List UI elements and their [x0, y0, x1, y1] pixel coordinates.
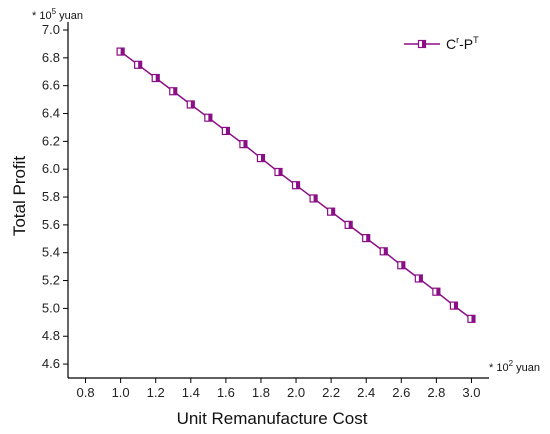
axes — [67, 22, 489, 379]
x-tick-label: 2.0 — [287, 385, 305, 400]
x-tick-label: 0.8 — [77, 385, 95, 400]
data-point — [432, 287, 441, 296]
x-tick-label: 3.0 — [462, 385, 480, 400]
data-point — [344, 220, 353, 229]
data-point — [362, 234, 371, 243]
data-point — [379, 247, 388, 256]
x-tick-label: 2.8 — [427, 385, 445, 400]
y-tick-label: 6.6 — [42, 78, 60, 93]
legend-marker — [417, 39, 427, 49]
legend-label: Cr-PT — [446, 35, 479, 52]
y-axis-title: Total Profit — [10, 156, 29, 237]
data-point — [256, 153, 266, 163]
y-tick-label: 6.4 — [42, 106, 60, 121]
y-tick-label: 7.0 — [42, 22, 60, 37]
y-tick-label: 5.8 — [42, 189, 60, 204]
data-point — [186, 100, 195, 109]
y-tick-label: 4.6 — [42, 356, 60, 371]
data-point — [169, 87, 178, 96]
data-point — [467, 314, 476, 323]
data-point — [274, 167, 283, 177]
y-tick-label: 5.4 — [42, 245, 60, 260]
data-point — [449, 301, 459, 310]
y-axis-unit: * 105 yuan — [32, 7, 83, 22]
x-tick-label: 1.6 — [217, 385, 235, 400]
data-point — [327, 207, 336, 216]
x-tick-label: 1.0 — [112, 385, 130, 400]
y-tick-label: 5.6 — [42, 217, 60, 232]
y-tick-label: 5.0 — [42, 300, 60, 315]
data-point — [397, 261, 406, 270]
series-layer — [116, 47, 476, 323]
data-point — [414, 274, 423, 283]
x-tick-label: 1.8 — [252, 385, 270, 400]
data-point — [221, 126, 230, 136]
x-tick-label: 2.2 — [322, 385, 340, 400]
y-tick-label: 4.8 — [42, 328, 60, 343]
legend: Cr-PT — [404, 35, 479, 52]
x-axis-ticks: 0.8 1.0 1.2 1.4 1.6 1.8 2.0 2.2 2.4 2.6 2.8 3.0 — [77, 378, 480, 400]
x-tick-label: 1.4 — [182, 385, 200, 400]
x-axis-unit: * 102 yuan — [489, 359, 540, 374]
data-point — [309, 194, 318, 203]
y-tick-label: 5.2 — [42, 273, 60, 288]
x-axis-title: Unit Remanufacture Cost — [177, 409, 368, 428]
y-tick-label: 6.2 — [42, 133, 60, 148]
data-point — [291, 181, 301, 190]
data-point — [151, 73, 160, 83]
x-tick-label: 1.2 — [147, 385, 165, 400]
x-tick-label: 2.6 — [392, 385, 410, 400]
data-point — [116, 47, 125, 56]
y-tick-label: 6.8 — [42, 50, 60, 65]
y-axis-ticks: 4.6 4.8 5.0 5.2 5.4 5.6 5.8 6.0 6.2 6.4 6.6 6.8 7.0 — [42, 22, 68, 371]
data-point — [239, 140, 248, 149]
data-point — [134, 60, 143, 69]
y-tick-label: 6.0 — [42, 161, 60, 176]
x-tick-label: 2.4 — [357, 385, 375, 400]
data-point — [204, 113, 213, 122]
